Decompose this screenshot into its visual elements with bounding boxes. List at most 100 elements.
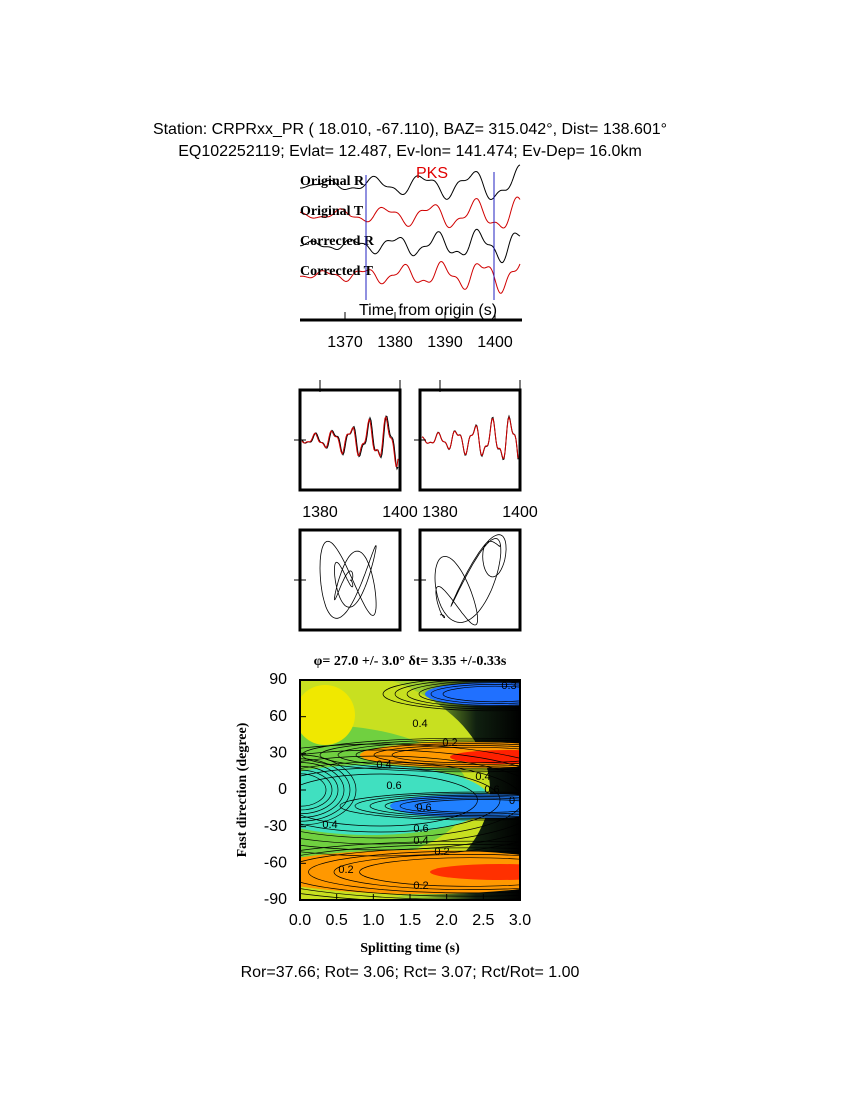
contour (384, 796, 520, 816)
footer: Ror=37.66; Rot= 3.06; Rct= 3.07; Rct/Rot… (241, 964, 580, 981)
contour (391, 746, 520, 764)
contour (300, 749, 520, 851)
contour-label: 0 (509, 795, 515, 807)
x-tick-label: 0.5 (326, 912, 348, 929)
contour-label: 0.4 (412, 718, 427, 730)
trace-label: Corrected T (300, 264, 374, 279)
contour (300, 840, 520, 900)
x-tick-label: 1380 (302, 504, 338, 521)
contour (300, 765, 339, 815)
contour-label: 0.2 (338, 864, 353, 876)
contour (382, 680, 520, 712)
contour-label: 0.2 (434, 846, 449, 858)
x-tick-label: 1.0 (362, 912, 384, 929)
contour-label: 0.4 (322, 819, 337, 831)
x-tick-label: 1400 (477, 334, 513, 351)
contour (300, 754, 357, 826)
contour (308, 850, 520, 894)
map-fill (300, 765, 490, 835)
trace-label: Original T (300, 204, 364, 219)
contour (414, 799, 520, 813)
x-axis-label: Time from origin (s) (359, 302, 497, 319)
y-tick-label: 30 (269, 745, 287, 762)
map-fill (300, 850, 520, 894)
contour (301, 737, 520, 773)
x-axis-label: Splitting time (s) (360, 941, 460, 956)
trace (300, 260, 521, 294)
header-line: Station: CRPRxx_PR ( 18.010, -67.110), B… (153, 121, 667, 138)
y-tick-label: -90 (264, 891, 287, 908)
trace-label: Corrected R (300, 234, 375, 249)
y-tick-label: 90 (269, 671, 287, 688)
particle-motion (434, 534, 507, 626)
x-tick-label: 0.0 (289, 912, 311, 929)
contour (300, 773, 327, 807)
map-fill (425, 682, 520, 706)
map-fill (450, 750, 520, 764)
contour (418, 682, 520, 706)
map-title: φ= 27.0 +/- 3.0° δt= 3.35 +/-0.33s (314, 654, 507, 669)
contour (394, 680, 520, 710)
trace (301, 415, 399, 471)
contour-label: 0.6 (386, 780, 401, 792)
contour-label: 0.6 (416, 802, 431, 814)
contour (430, 684, 520, 704)
contour (373, 745, 520, 765)
waveform-panel: Original R Original T Corrected R Corrected… (299, 164, 522, 351)
x-tick-label: 1370 (327, 334, 363, 351)
contour (359, 857, 520, 887)
map-fill (430, 864, 520, 880)
x-tick-label: 1380 (422, 504, 458, 521)
contour (319, 739, 520, 771)
header-line: EQ102252119; Evlat= 12.487, Ev-lon= 141.… (178, 143, 642, 160)
trace (301, 416, 399, 467)
misfit-map (300, 680, 520, 900)
contour (333, 854, 520, 890)
map-fill (300, 685, 355, 745)
y-axis-label: Fast direction (degree) (235, 722, 250, 857)
contour-label: 0.4 (475, 771, 490, 783)
particle-motion (319, 540, 377, 619)
contour-label: 0.4 (413, 835, 428, 847)
trace-label: Original R (300, 174, 365, 189)
contour (300, 773, 478, 827)
x-tick-label: 2.0 (436, 912, 458, 929)
y-tick-label: -30 (264, 818, 287, 835)
x-tick-label: 3.0 (509, 912, 531, 929)
map-fill (390, 794, 520, 818)
trace (421, 415, 519, 460)
contour (300, 758, 351, 822)
contour (442, 685, 520, 703)
trace (299, 196, 521, 229)
x-tick-label: 2.5 (472, 912, 494, 929)
x-tick-label: 1.5 (399, 912, 421, 929)
contour (337, 741, 520, 769)
contour-label: 0.6 (484, 784, 499, 796)
contour (300, 769, 333, 811)
contour (399, 797, 520, 815)
contour (300, 847, 520, 897)
x-tick-label: 1390 (427, 334, 463, 351)
x-tick-label: 1400 (502, 504, 538, 521)
contour (355, 743, 520, 767)
contour (300, 755, 520, 845)
contour-label: 0.4 (376, 759, 391, 771)
x-tick-label: 1400 (382, 504, 418, 521)
y-tick-label: -60 (264, 855, 287, 872)
contour-label: 0.3 (501, 680, 516, 692)
panel-frame (298, 388, 402, 492)
contour (300, 762, 345, 818)
y-tick-label: 0 (278, 781, 287, 798)
contour (354, 793, 520, 819)
contour (369, 794, 520, 818)
phase-label: PKS (416, 165, 448, 182)
y-tick-label: 60 (269, 708, 287, 725)
trace (300, 164, 521, 201)
contour (300, 743, 520, 857)
contour-label: 0.2 (413, 880, 428, 892)
contour-label: 0.2 (442, 737, 457, 749)
contour (339, 791, 520, 821)
x-tick-label: 1380 (377, 334, 413, 351)
contour-label: 0.6 (413, 823, 428, 835)
